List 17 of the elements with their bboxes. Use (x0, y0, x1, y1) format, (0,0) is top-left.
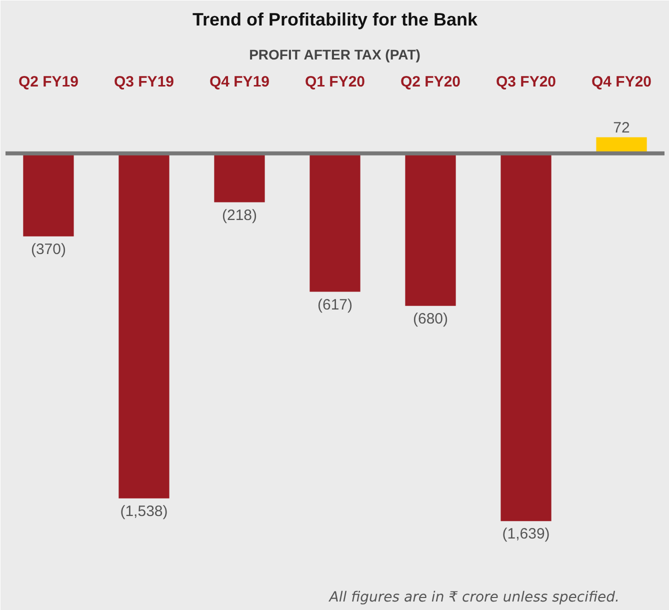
x-tick-label: Q2 FY20 (400, 74, 461, 90)
data-label: 72 (613, 120, 630, 137)
text: All figures are in ₹ crore unless specified. (328, 590, 620, 606)
chart-title: Trend of Profitability for the Bank (192, 10, 478, 30)
chart-subtitle: PROFIT AFTER TAX (PAT) (249, 46, 420, 62)
x-tick-label: Q3 FY19 (114, 74, 174, 90)
x-tick-label: Q1 FY20 (304, 74, 366, 90)
data-label: (680) (413, 310, 448, 328)
x-tick-label: Q4 FY20 (592, 74, 652, 90)
x-tick-label: Q3 FY20 (496, 74, 556, 90)
data-label: (617) (317, 296, 353, 314)
data-label: (370) (30, 240, 66, 258)
data-label: (1,639) (502, 526, 550, 543)
x-tick-label: Q4 FY19 (209, 74, 270, 90)
data-label: (218) (222, 206, 258, 224)
x-tick-label: Q2 FY19 (18, 74, 78, 90)
data-label: (1,538) (120, 503, 168, 520)
